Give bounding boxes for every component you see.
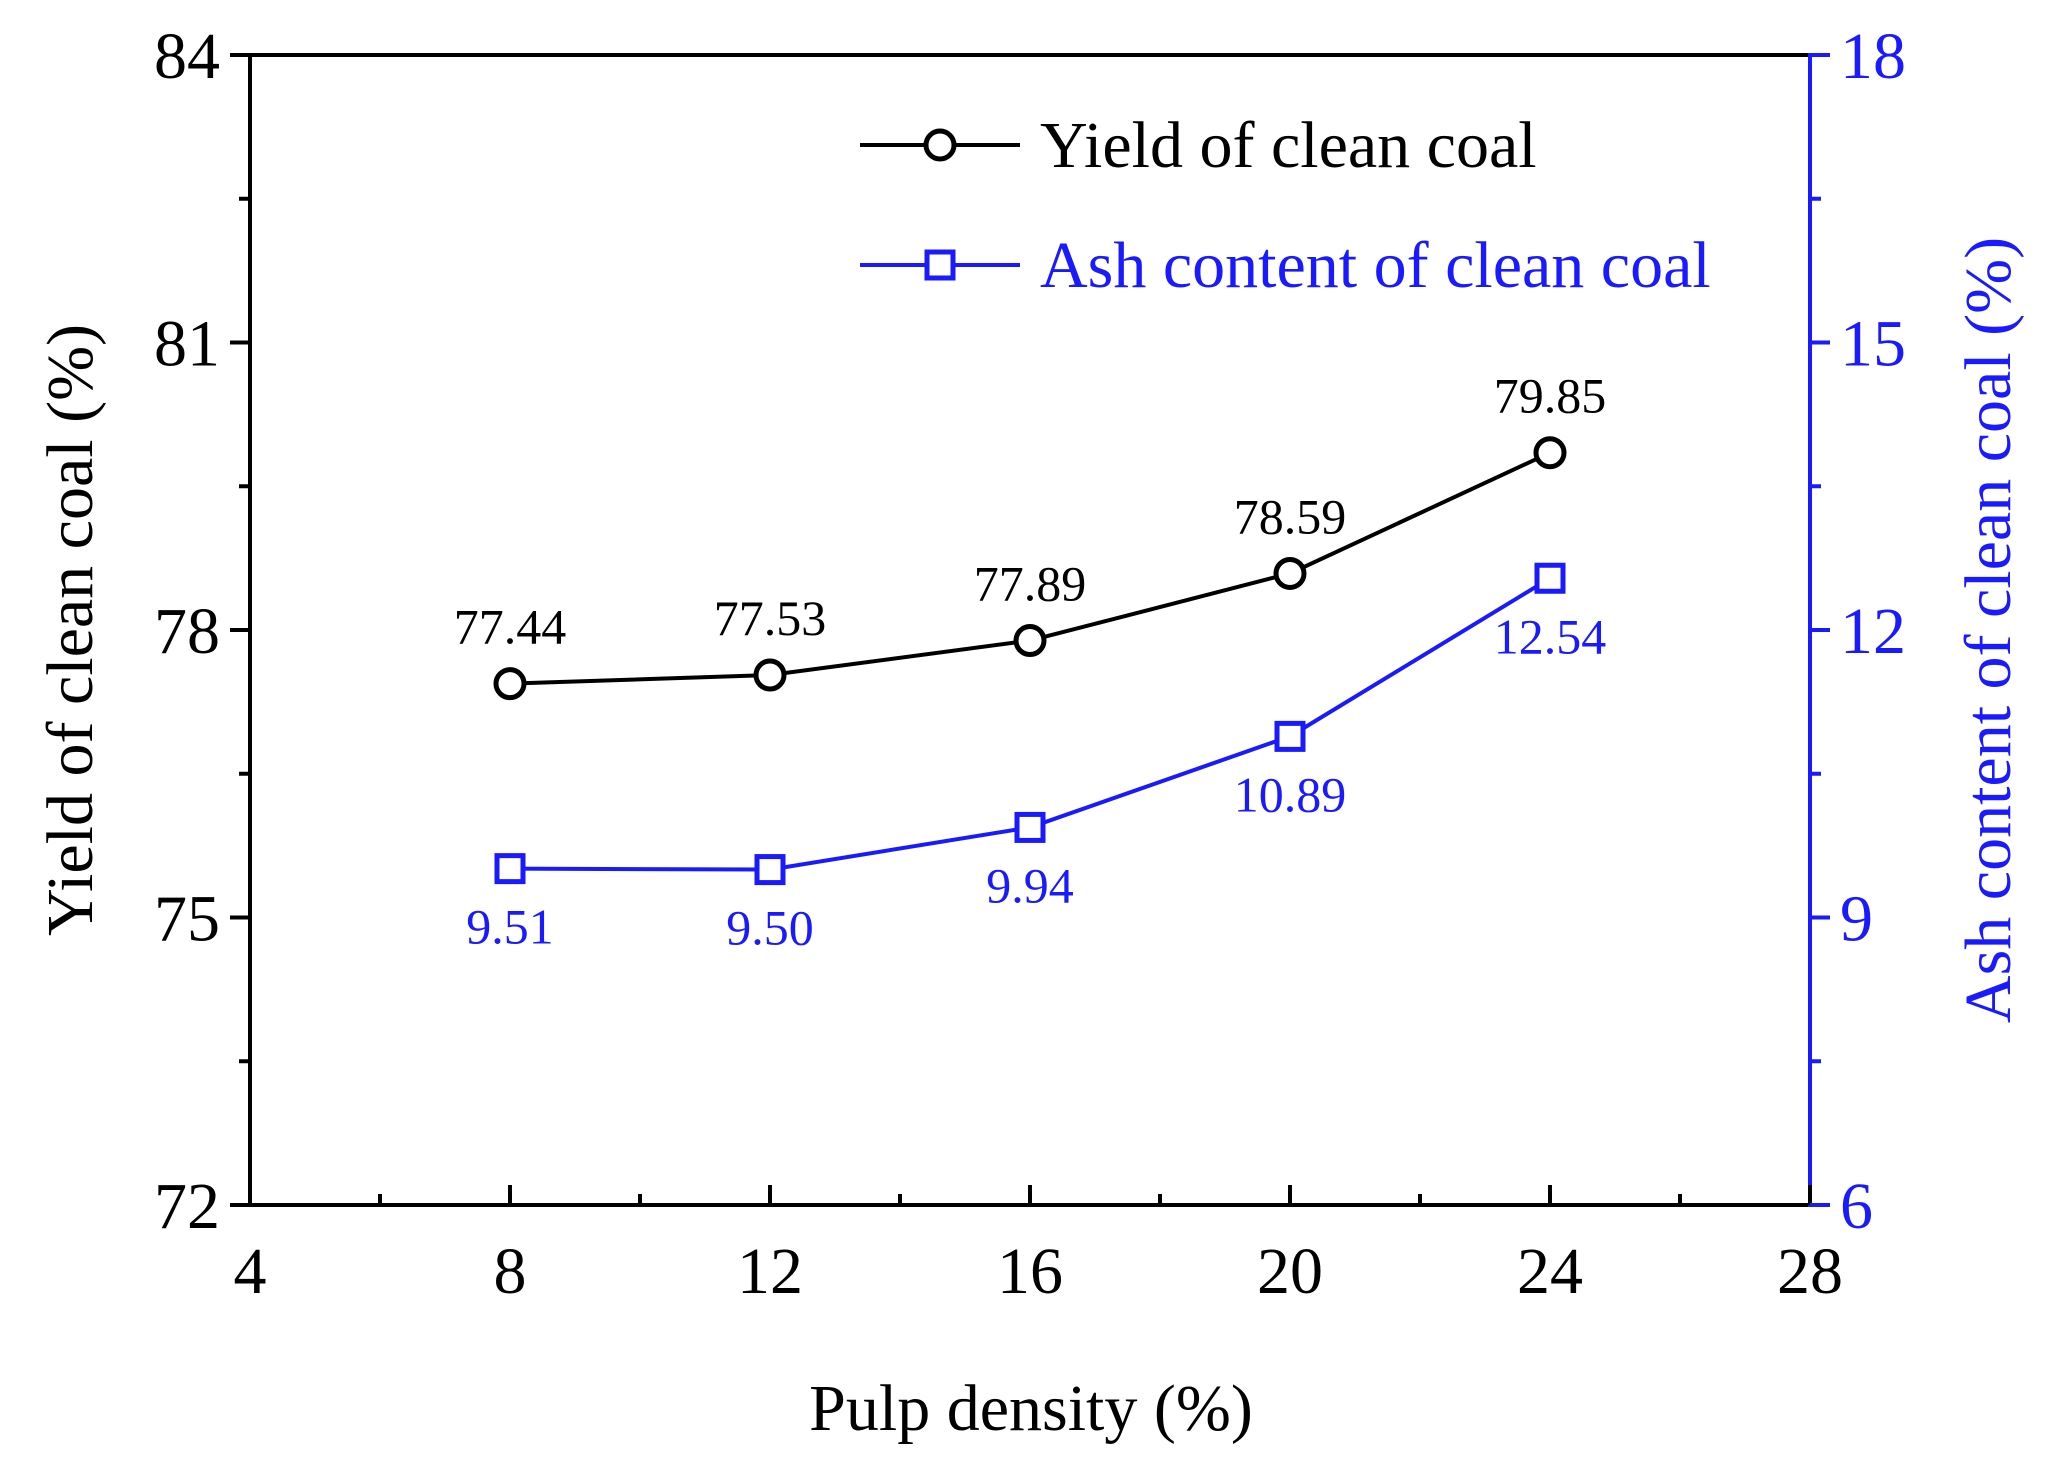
ash-point-marker bbox=[1274, 720, 1306, 752]
yield-data-label: 77.89 bbox=[974, 556, 1087, 612]
legend-marker-yield bbox=[923, 128, 957, 162]
yield-point-marker bbox=[493, 667, 527, 701]
yield-point-marker bbox=[1533, 436, 1567, 470]
legend: Yield of clean coal Ash content of clean … bbox=[860, 109, 1711, 302]
yield-data-label: 77.44 bbox=[454, 599, 567, 655]
ash-data-label: 9.51 bbox=[466, 899, 554, 955]
ash-data-label: 10.89 bbox=[1234, 766, 1347, 822]
y-axis-left-title: Yield of clean coal (%) bbox=[34, 324, 107, 936]
y-right-tick-label: 15 bbox=[1840, 308, 1906, 381]
ash-data-label: 9.50 bbox=[726, 900, 814, 956]
ash-data-label: 12.54 bbox=[1494, 608, 1607, 664]
y-axis-left: 72 75 78 81 84 bbox=[154, 20, 250, 1243]
yield-point-marker bbox=[753, 658, 787, 692]
x-axis-title: Pulp density (%) bbox=[809, 1372, 1253, 1445]
y-left-tick-label: 72 bbox=[154, 1170, 220, 1243]
ash-point-marker bbox=[1534, 562, 1566, 594]
y-axis-right: 6 9 12 15 18 bbox=[1810, 20, 1906, 1243]
x-axis: 4 8 12 16 20 24 28 bbox=[234, 1185, 1843, 1308]
y-right-tick-label: 6 bbox=[1840, 1170, 1873, 1243]
legend-marker-ash bbox=[924, 249, 956, 281]
y-right-tick-label: 12 bbox=[1840, 595, 1906, 668]
x-tick-label: 4 bbox=[234, 1235, 267, 1308]
ash-point-marker bbox=[494, 853, 526, 885]
y-right-tick-label: 9 bbox=[1840, 883, 1873, 956]
y-left-tick-label: 78 bbox=[154, 595, 220, 668]
x-tick-label: 20 bbox=[1257, 1235, 1323, 1308]
yield-data-label: 79.85 bbox=[1494, 368, 1607, 424]
legend-label-ash: Ash content of clean coal bbox=[1040, 229, 1711, 302]
yield-point-marker bbox=[1013, 624, 1047, 658]
ash-point-marker bbox=[1014, 811, 1046, 843]
y-left-tick-label: 81 bbox=[154, 308, 220, 381]
data-labels-layer: 77.44 77.53 77.89 78.59 79.85 9.51 9.50 9.94 10.… bbox=[454, 368, 1607, 956]
yield-point-marker bbox=[1273, 556, 1307, 590]
legend-label-yield: Yield of clean coal bbox=[1040, 109, 1537, 182]
y-left-tick-label: 75 bbox=[154, 883, 220, 956]
y-left-tick-label: 84 bbox=[154, 20, 220, 93]
x-tick-label: 16 bbox=[997, 1235, 1063, 1308]
x-tick-label: 8 bbox=[494, 1235, 527, 1308]
yield-data-label: 77.53 bbox=[714, 590, 827, 646]
y-axis-right-title: Ash content of clean coal (%) bbox=[1952, 237, 2025, 1023]
series-layer bbox=[493, 436, 1567, 886]
ash-point-marker bbox=[754, 854, 786, 886]
y-right-tick-label: 18 bbox=[1840, 20, 1906, 93]
x-tick-label: 28 bbox=[1777, 1235, 1843, 1308]
x-tick-label: 12 bbox=[737, 1235, 803, 1308]
ash-data-label: 9.94 bbox=[986, 857, 1074, 913]
yield-data-label: 78.59 bbox=[1234, 488, 1347, 544]
x-tick-label: 24 bbox=[1517, 1235, 1583, 1308]
